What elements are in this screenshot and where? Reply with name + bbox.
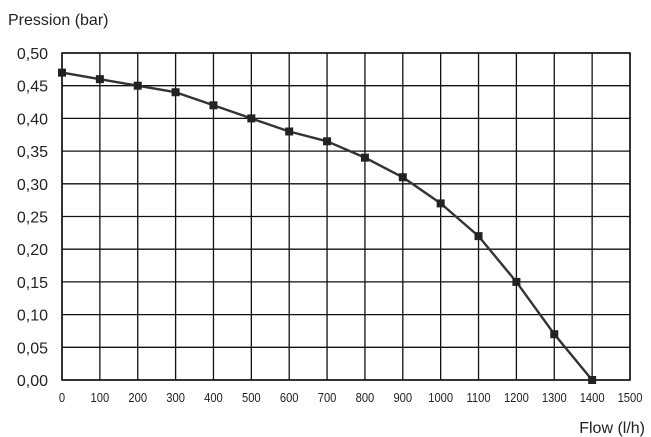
x-tick-label: 200 — [128, 390, 147, 405]
y-axis-label: Pression (bar) — [8, 12, 108, 29]
y-tick-label: 0,00 — [17, 373, 48, 390]
y-tick-label: 0,30 — [17, 177, 48, 194]
y-tick-label: 0,10 — [17, 308, 48, 325]
y-tick-label: 0,40 — [17, 111, 48, 128]
data-point — [58, 68, 66, 77]
y-tick-label: 0,20 — [17, 242, 48, 259]
data-point — [588, 376, 597, 384]
x-tick-labels: 0 100 200 300 400 500 600 700 800 900 1000 1100 1200… — [59, 390, 643, 405]
grid — [61, 52, 631, 381]
data-point — [474, 232, 483, 241]
y-tick-labels: 0,00 0,05 0,10 0,15 0,20 0,25 0,30 0,35 0,40 0,45… — [17, 46, 48, 390]
x-tick-label: 400 — [204, 390, 223, 405]
x-tick-label: 1400 — [580, 390, 605, 405]
data-point — [436, 199, 445, 208]
x-tick-label: 900 — [393, 390, 412, 405]
x-tick-label: 100 — [91, 390, 110, 405]
data-point — [360, 153, 369, 162]
x-axis-label: Flow (l/h) — [579, 420, 645, 437]
data-point — [398, 173, 407, 182]
data-point — [209, 101, 218, 110]
x-tick-label: 1500 — [618, 390, 643, 405]
y-tick-label: 0,25 — [17, 210, 48, 227]
data-point — [133, 81, 142, 90]
series-pressure — [58, 68, 597, 384]
y-tick-label: 0,15 — [17, 275, 48, 292]
data-point — [95, 75, 104, 84]
x-tick-label: 1000 — [428, 390, 453, 405]
x-tick-label: 300 — [166, 390, 185, 405]
plot-frame — [61, 52, 631, 381]
data-point — [512, 277, 521, 286]
data-point — [171, 88, 180, 97]
y-tick-label: 0,05 — [17, 340, 48, 357]
y-tick-label: 0,45 — [17, 79, 48, 96]
y-tick-label: 0,35 — [17, 144, 48, 161]
x-tick-label: 1200 — [504, 390, 529, 405]
x-tick-label: 1100 — [467, 390, 491, 405]
x-tick-label: 1300 — [542, 390, 567, 405]
data-point — [323, 137, 332, 146]
x-tick-label: 800 — [356, 390, 375, 405]
y-tick-label: 0,50 — [17, 46, 48, 63]
data-point — [285, 127, 294, 136]
x-tick-label: 0 — [59, 390, 65, 405]
x-tick-label: 500 — [242, 390, 261, 405]
data-point — [247, 114, 256, 123]
x-tick-label: 600 — [280, 390, 299, 405]
data-point — [550, 330, 559, 339]
x-tick-label: 700 — [318, 390, 337, 405]
